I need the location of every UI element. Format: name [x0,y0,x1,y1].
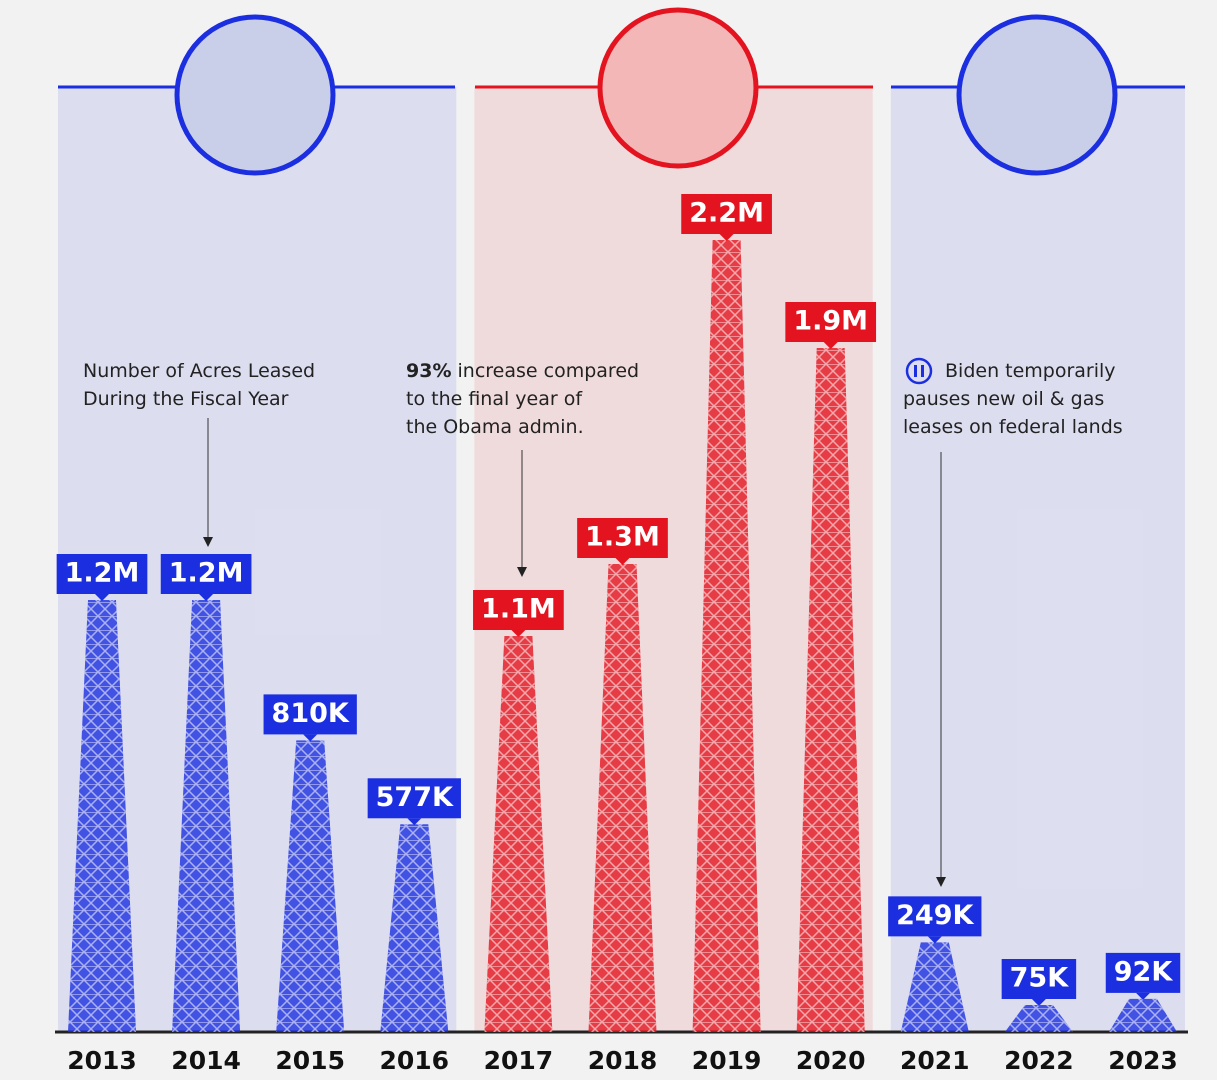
annotation-line: leases on federal lands [903,416,1123,438]
annotation-line: During the Fiscal Year [83,388,289,410]
value-label: 75K [1010,963,1070,994]
value-label: 1.2M [65,558,140,589]
annotation-bold: 93% [406,360,451,382]
annotation-line: Number of Acres Leased [83,360,315,382]
value-label: 1.1M [481,594,556,625]
x-tick-label: 2017 [484,1046,554,1075]
x-tick-label: 2018 [588,1046,658,1075]
chart: Number of Acres Leased During the Fiscal … [0,0,1217,1080]
annotation-line: the Obama admin. [406,416,584,438]
x-tick-label: 2016 [380,1046,450,1075]
x-tick-label: 2014 [171,1046,241,1075]
value-label: 810K [272,698,350,729]
value-label: 92K [1114,956,1174,987]
value-label: 1.9M [793,306,868,337]
value-label: 2.2M [689,198,764,229]
annotation-line: increase compared [451,360,639,382]
x-tick-label: 2022 [1004,1046,1074,1075]
portrait [959,17,1115,173]
value-label: 577K [376,782,454,813]
x-tick-label: 2019 [692,1046,762,1075]
value-label: 1.2M [169,558,244,589]
pause-icon [921,365,924,377]
x-tick-label: 2020 [796,1046,866,1075]
annotation-line: pauses new oil & gas [903,388,1104,410]
portrait [600,10,756,166]
era-band [891,87,1185,1032]
portrait [177,17,333,173]
annotation-line: to the final year of [406,388,583,410]
value-label: 249K [896,900,974,931]
x-tick-label: 2013 [67,1046,137,1075]
value-label: 1.3M [585,522,660,553]
x-tick-label: 2015 [275,1046,345,1075]
x-tick-label: 2021 [900,1046,970,1075]
pause-icon [914,365,917,377]
x-tick-label: 2023 [1108,1046,1178,1075]
annotation-line: Biden temporarily [945,360,1116,382]
